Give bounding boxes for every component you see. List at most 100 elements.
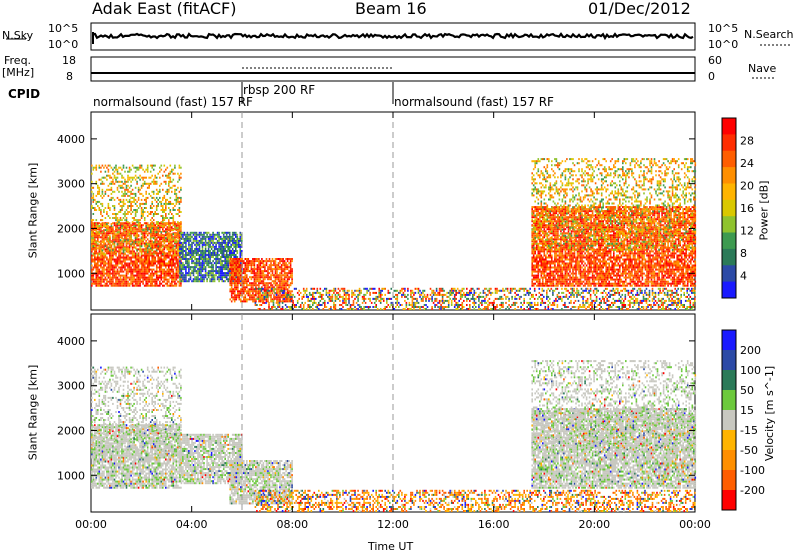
power-cell: [235, 250, 237, 252]
power-cell: [265, 260, 268, 263]
power-cell: [127, 254, 129, 257]
power-cell: [182, 243, 184, 246]
power-cell: [222, 272, 225, 275]
power-cell: [443, 299, 445, 302]
power-cell: [152, 180, 155, 183]
power-cell: [186, 248, 189, 250]
power-cell: [180, 196, 182, 199]
power-cell: [146, 238, 149, 241]
power-cell: [197, 258, 199, 260]
power-cell: [195, 280, 198, 283]
power-cell: [209, 258, 211, 260]
power-cell: [258, 276, 260, 279]
power-cell: [219, 252, 222, 254]
power-cell: [210, 248, 213, 250]
power-cell: [345, 291, 347, 294]
power-cell: [113, 230, 116, 233]
power-cell: [210, 256, 213, 258]
power-cell: [122, 264, 125, 267]
power-cell: [154, 278, 156, 281]
power-cell: [249, 298, 251, 301]
power-cell: [157, 243, 159, 246]
power-cell: [171, 236, 173, 239]
power-cell: [258, 272, 260, 275]
power-cell: [175, 234, 178, 237]
power-cell: [325, 306, 328, 308]
power-cell: [441, 289, 444, 292]
power-cell: [437, 291, 439, 294]
power-cell: [524, 287, 527, 290]
power-cell: [92, 233, 95, 236]
power-cell: [227, 254, 229, 256]
power-cell: [291, 278, 293, 281]
power-cell: [136, 180, 138, 183]
power-cell: [277, 288, 280, 291]
power-cell: [273, 264, 275, 267]
power-cell: [420, 293, 423, 296]
power-cell: [145, 254, 147, 257]
power-cell: [180, 221, 182, 224]
power-cell: [171, 226, 173, 229]
power-cell: [177, 276, 179, 279]
power-cell: [98, 258, 101, 261]
power-cell: [159, 270, 161, 273]
power-cell: [401, 304, 403, 306]
power-cell: [94, 264, 96, 267]
power-cell: [253, 268, 256, 271]
power-cell: [195, 264, 198, 267]
power-cell: [92, 207, 95, 209]
power-cell: [148, 278, 150, 281]
power-cell: [139, 164, 141, 167]
power-cell: [104, 254, 107, 257]
power-cell: [169, 254, 172, 257]
power-cell: [227, 274, 229, 277]
power-cell: [130, 180, 132, 183]
power-cell: [92, 196, 95, 199]
power-cell: [139, 225, 141, 228]
power-cell: [124, 180, 126, 183]
power-cell: [348, 297, 350, 300]
power-cell: [139, 272, 141, 275]
power-cell: [177, 268, 179, 271]
power-cell: [172, 229, 175, 232]
power-cell: [231, 280, 234, 283]
power-cell: [246, 260, 248, 263]
power-cell: [351, 293, 353, 296]
power-cell: [293, 306, 296, 308]
power-cell: [227, 237, 229, 240]
power-cell: [118, 228, 120, 231]
power-cell: [106, 232, 108, 235]
power-cell: [247, 258, 250, 260]
power-cell: [201, 250, 204, 252]
power-cell: [484, 301, 486, 304]
power-cell: [172, 238, 175, 241]
power-cell: [348, 289, 350, 292]
power-cell: [171, 186, 173, 189]
power-cell: [98, 207, 101, 209]
power-cell: [302, 304, 305, 306]
power-cell: [425, 299, 427, 302]
power-cell: [218, 272, 220, 275]
power-cell: [206, 274, 208, 277]
power-cell: [270, 278, 272, 281]
power-cell: [252, 268, 254, 271]
power-cell: [122, 258, 125, 261]
power-cell: [148, 256, 150, 259]
power-cell: [204, 241, 207, 244]
power-cell: [157, 236, 159, 239]
power-cell: [118, 234, 120, 237]
power-cell: [151, 254, 153, 257]
power-cell: [130, 224, 132, 227]
power-cell: [103, 274, 105, 277]
power-cell: [160, 238, 163, 241]
power-cell: [160, 236, 163, 239]
power-cell: [283, 284, 286, 287]
power-cell: [500, 295, 503, 298]
power-cell: [142, 240, 144, 243]
power-cell: [145, 278, 147, 281]
power-cell: [244, 282, 247, 285]
power-cell: [431, 295, 433, 298]
power-cell: [194, 264, 196, 267]
power-cell: [227, 278, 229, 281]
power-cell: [109, 198, 111, 201]
